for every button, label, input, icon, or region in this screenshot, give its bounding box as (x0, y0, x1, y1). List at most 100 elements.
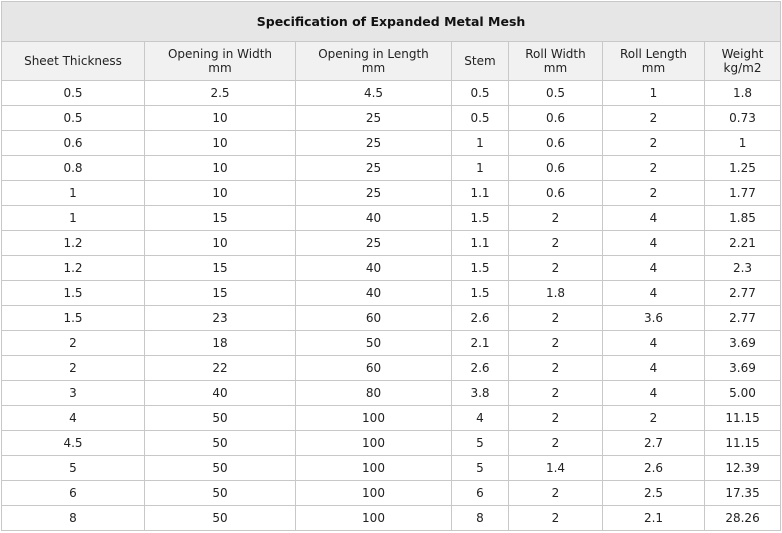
table-cell: 0.5 (451, 105, 509, 131)
table-cell: 2.21 (703, 230, 782, 256)
table-cell: 0.73 (703, 105, 782, 131)
table-cell: 23 (144, 305, 296, 331)
table-cell: 1.2 (1, 255, 145, 281)
table-cell: 2.77 (703, 280, 782, 306)
table-cell: 50 (144, 405, 296, 431)
table-cell: 2.3 (703, 255, 782, 281)
table-cell: 4 (602, 380, 705, 406)
column-header-unit: mm (208, 61, 232, 75)
table-cell: 60 (295, 305, 452, 331)
table-cell: 5 (451, 430, 509, 456)
table-cell: 40 (295, 205, 452, 231)
table-cell: 50 (295, 330, 452, 356)
table-cell: 2.6 (602, 455, 705, 481)
table-row: 1 15 40 1.5 2 4 1.85 (1, 205, 782, 231)
table-cell: 8 (1, 505, 145, 531)
table-cell: 2 (602, 105, 705, 131)
column-header-unit: mm (641, 61, 666, 75)
table-cell: 4 (602, 230, 705, 256)
header-row: Sheet Thickness Opening in Width mm Opening… (1, 41, 782, 81)
table-cell: 1 (703, 130, 782, 156)
table-cell: 100 (295, 480, 452, 506)
table-row: 2 22 60 2.6 2 4 3.69 (1, 355, 782, 381)
table-cell: 4 (1, 405, 145, 431)
table-cell: 2 (508, 480, 603, 506)
column-header-label: Roll Length (619, 47, 687, 61)
table-cell: 5.00 (703, 380, 782, 406)
table-cell: 1.8 (508, 280, 603, 306)
column-header: Stem (451, 41, 509, 81)
table-cell: 1 (451, 155, 509, 181)
table-row: 3 40 80 3.8 2 4 5.00 (1, 380, 782, 406)
table-cell: 1.5 (451, 205, 509, 231)
table-cell: 4 (451, 405, 509, 431)
table-row: 5 50 100 5 1.4 2.6 12.39 (1, 455, 782, 481)
table-cell: 3.6 (602, 305, 705, 331)
column-header-label: Opening in Length (318, 47, 429, 61)
table-cell: 100 (295, 455, 452, 481)
table-cell: 3.69 (703, 330, 782, 356)
table-cell: 15 (144, 280, 296, 306)
table-cell: 2 (1, 330, 145, 356)
column-header-unit: mm (361, 61, 386, 75)
table-cell: 2.6 (451, 305, 509, 331)
table-row: 1.2 15 40 1.5 2 4 2.3 (1, 255, 782, 281)
column-header-label: Opening in Width (167, 47, 273, 61)
table-cell: 1 (451, 130, 509, 156)
column-header: Sheet Thickness (1, 41, 145, 81)
table-cell: 1.5 (451, 255, 509, 281)
title-row: Specification of Expanded Metal Mesh (0, 1, 782, 42)
table-cell: 2.1 (602, 505, 705, 531)
table-cell: 10 (144, 230, 296, 256)
table-cell: 0.5 (1, 80, 145, 106)
table-cell: 12.39 (703, 455, 782, 481)
table-cell: 22 (144, 355, 296, 381)
table-cell: 2.6 (451, 355, 509, 381)
table-cell: 2 (508, 355, 603, 381)
column-header-label: Sheet Thickness (24, 54, 122, 68)
table-title: Specification of Expanded Metal Mesh (0, 1, 782, 42)
table-cell: 100 (295, 430, 452, 456)
table-cell: 2.5 (144, 80, 296, 106)
column-header: Opening in Length mm (295, 41, 452, 81)
table-cell: 25 (295, 105, 452, 131)
table-cell: 1.77 (703, 180, 782, 206)
table-cell: 1.5 (1, 280, 145, 306)
table-cell: 15 (144, 255, 296, 281)
table-cell: 2.7 (602, 430, 705, 456)
table-row: 0.5 10 25 0.5 0.6 2 0.73 (1, 105, 782, 131)
table-cell: 2 (508, 230, 603, 256)
table-cell: 40 (144, 380, 296, 406)
table-cell: 50 (144, 505, 296, 531)
table-cell: 2 (508, 330, 603, 356)
table-cell: 1 (1, 180, 145, 206)
column-header-label: Weight (721, 47, 764, 61)
table-row: 1 10 25 1.1 0.6 2 1.77 (1, 180, 782, 206)
table-cell: 0.5 (451, 80, 509, 106)
table-cell: 1.1 (451, 180, 509, 206)
table-cell: 0.5 (508, 80, 603, 106)
table-cell: 60 (295, 355, 452, 381)
table-cell: 2 (602, 180, 705, 206)
table-cell: 8 (451, 505, 509, 531)
column-header-label: Roll Width (525, 47, 586, 61)
table-cell: 0.6 (508, 180, 603, 206)
table-cell: 1.4 (508, 455, 603, 481)
table-cell: 1.85 (703, 205, 782, 231)
table-cell: 5 (451, 455, 509, 481)
table-cell: 1 (1, 205, 145, 231)
table-cell: 4 (602, 280, 705, 306)
table-cell: 4.5 (295, 80, 452, 106)
table-cell: 15 (144, 205, 296, 231)
table-cell: 2 (1, 355, 145, 381)
table-row: 4.5 50 100 5 2 2.7 11.15 (1, 430, 782, 456)
table-cell: 2 (508, 205, 603, 231)
table-cell: 40 (295, 255, 452, 281)
column-header: Roll Width mm (508, 41, 603, 81)
table-cell: 3 (1, 380, 145, 406)
table-cell: 25 (295, 180, 452, 206)
table-cell: 10 (144, 180, 296, 206)
table-cell: 2 (602, 155, 705, 181)
table-cell: 2 (602, 130, 705, 156)
column-header: Weight kg/m2 (703, 41, 782, 81)
